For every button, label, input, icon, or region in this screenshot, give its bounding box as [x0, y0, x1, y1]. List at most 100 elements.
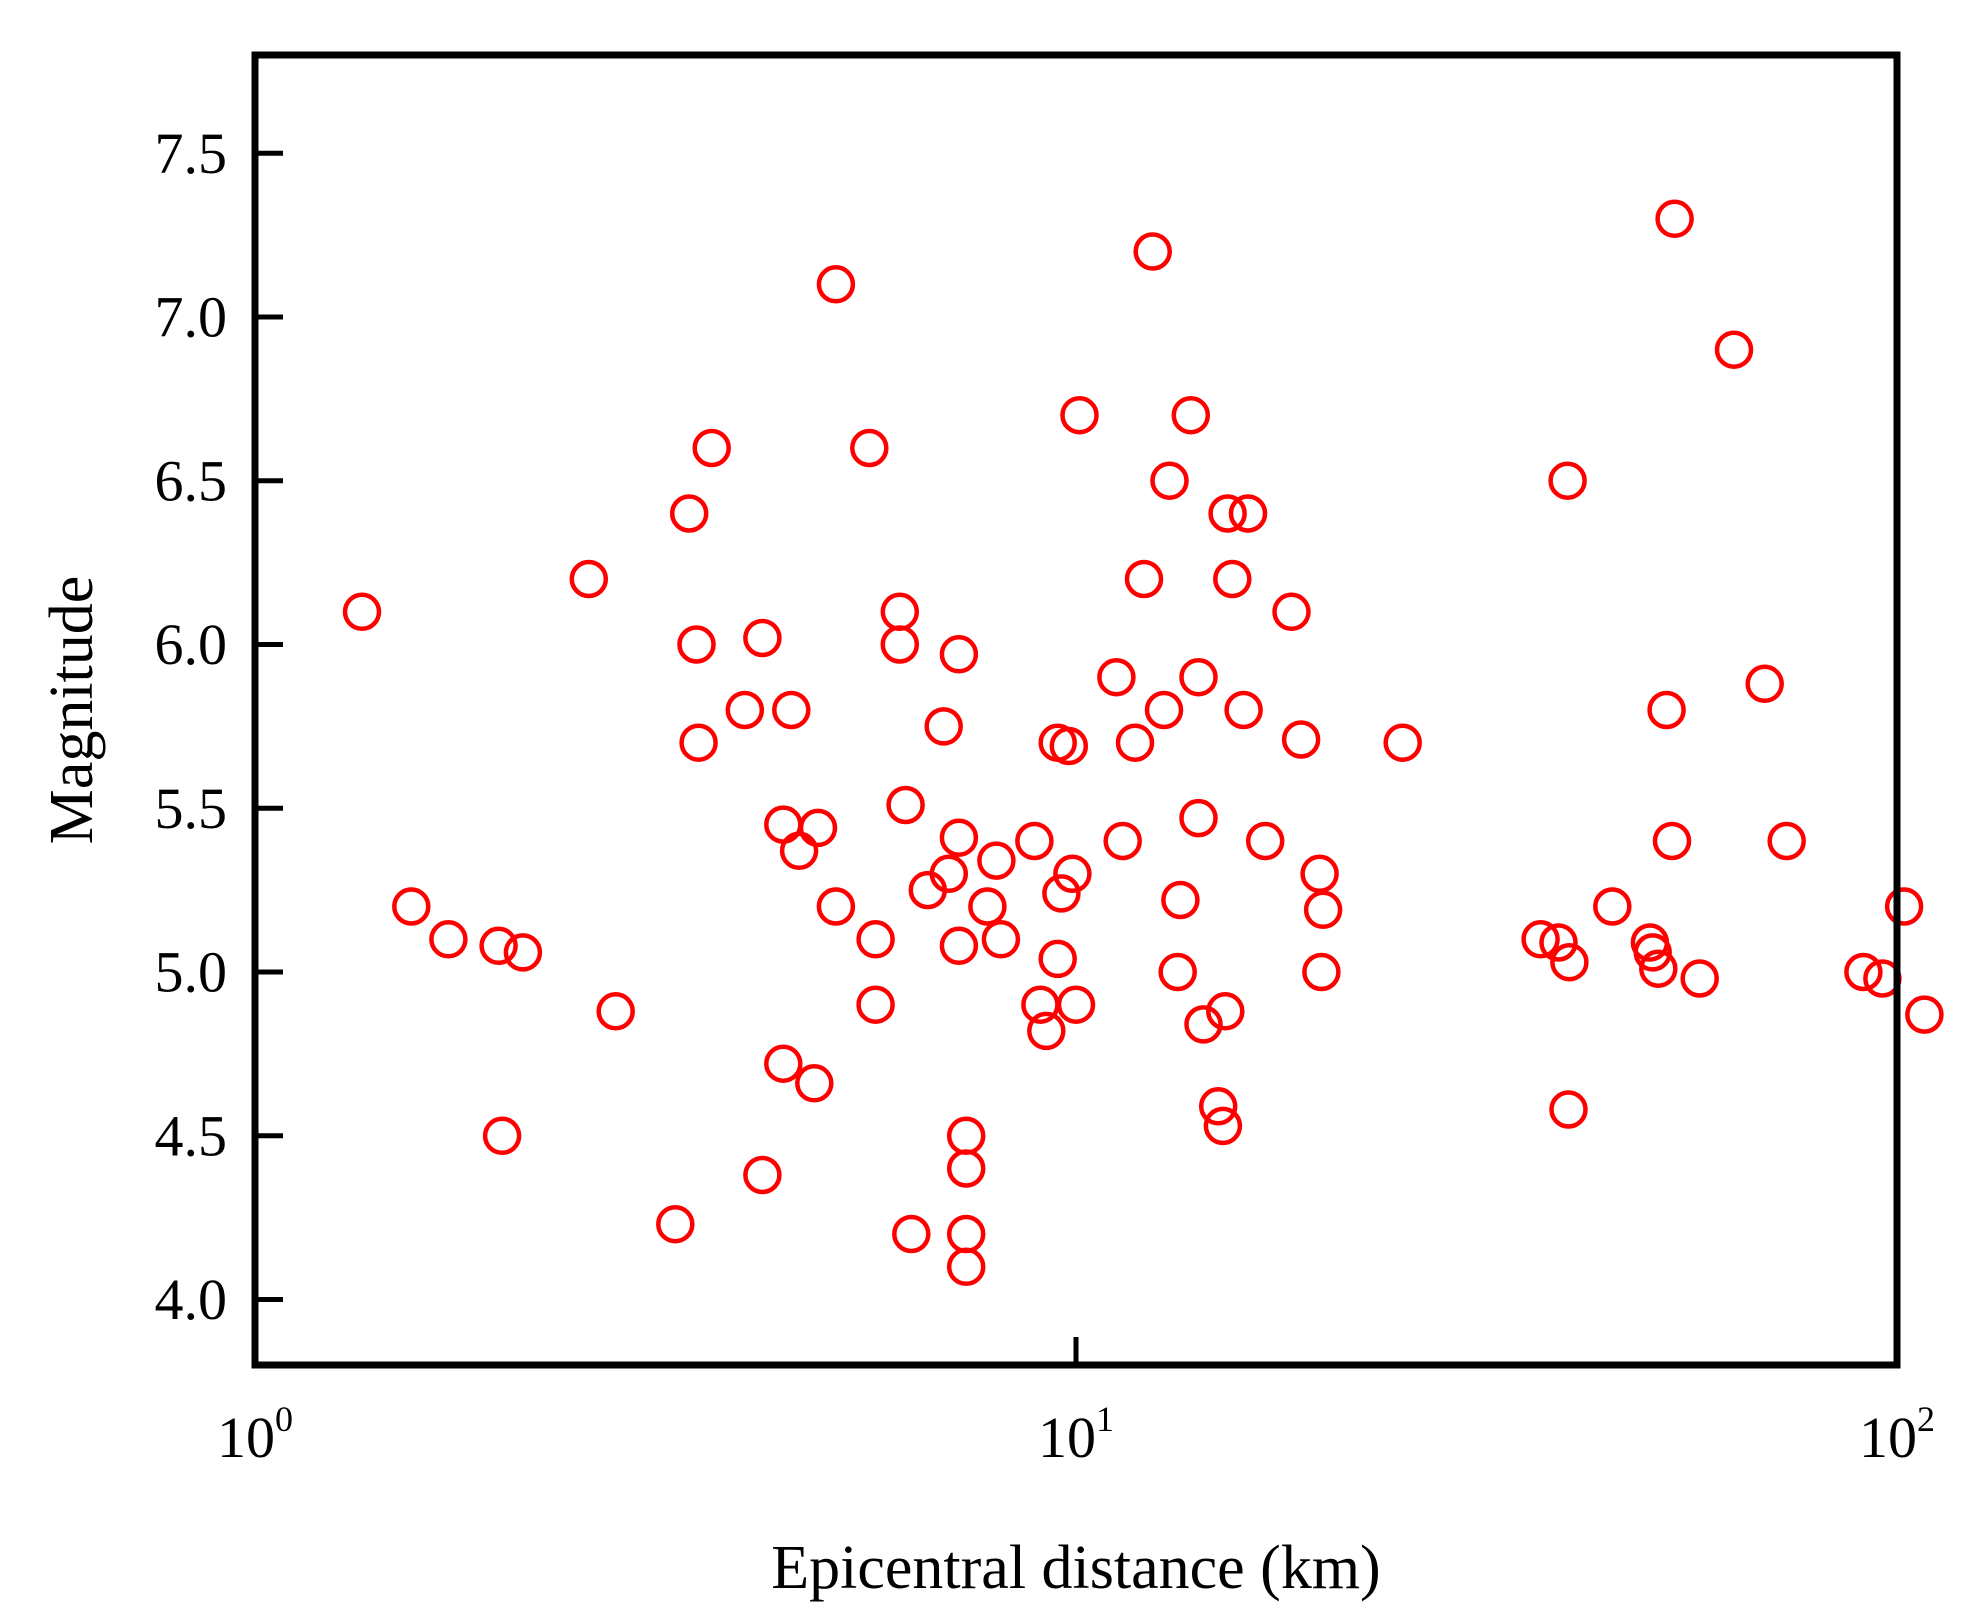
data-point [939, 818, 979, 857]
y-tick-label: 6.0 [155, 612, 228, 677]
x-tick-exponent: 2 [1917, 1399, 1935, 1439]
data-point [1550, 942, 1589, 982]
data-point [1161, 880, 1200, 920]
data-point [924, 707, 963, 746]
data-point [1203, 1106, 1243, 1146]
data-point [669, 494, 709, 533]
data-point [1245, 821, 1285, 861]
data-point [1281, 720, 1321, 759]
data-point [1655, 199, 1694, 239]
data-point [1206, 992, 1245, 1031]
data-point [1652, 821, 1692, 861]
data-point [856, 920, 895, 959]
data-point [1549, 1090, 1588, 1129]
data-point [892, 1214, 931, 1254]
data-point [503, 933, 543, 972]
data-point [1056, 985, 1096, 1024]
data-point [856, 985, 895, 1024]
data-point [939, 635, 979, 674]
data-point [977, 841, 1016, 880]
data-point [1158, 952, 1197, 992]
data-point [946, 1149, 986, 1188]
data-point [1714, 330, 1754, 369]
data-point [1745, 664, 1784, 704]
x-tick-label: 102 [1859, 1399, 1935, 1470]
y-tick-label: 6.5 [155, 448, 228, 513]
data-point [1144, 690, 1184, 730]
plot-frame [251, 51, 1901, 1369]
data-point [656, 1204, 695, 1244]
data-point [1150, 461, 1189, 500]
x-tick-exponent: 1 [1096, 1399, 1114, 1439]
data-point [1548, 461, 1587, 500]
y-tick-label: 5.5 [155, 776, 228, 841]
data-point [1097, 657, 1136, 697]
x-axis-label: Epicentral distance (km) [771, 1534, 1380, 1602]
data-point [692, 428, 731, 468]
y-tick-label: 7.0 [155, 285, 228, 350]
data-point [1133, 232, 1172, 271]
data-point [342, 592, 382, 632]
data-point [1884, 887, 1924, 926]
data-point [1053, 854, 1092, 894]
data-point [946, 1247, 986, 1287]
data-point [764, 1044, 803, 1083]
data-point [929, 854, 969, 894]
data-point [1521, 920, 1560, 959]
data-point [1213, 559, 1252, 599]
data-point [1633, 933, 1672, 972]
x-axis-ticks: 100 101 102 [217, 1337, 1935, 1470]
data-point [1647, 690, 1686, 730]
x-tick-base: 10 [1038, 1405, 1096, 1470]
data-point [392, 887, 431, 926]
x-tick-base: 10 [1859, 1405, 1917, 1470]
data-point [1060, 395, 1099, 435]
data-point [725, 690, 765, 730]
x-tick-label: 100 [217, 1399, 293, 1470]
data-point [1042, 874, 1081, 913]
data-point [1680, 959, 1719, 998]
data-point [1593, 887, 1632, 926]
data-point [981, 920, 1021, 959]
data-point [743, 1155, 782, 1195]
data-point [1179, 798, 1218, 838]
data-point [1303, 890, 1343, 930]
data-point [569, 559, 609, 599]
y-axis-ticks: 4.0 4.5 5.0 5.5 6.0 6.5 7.0 7.5 [155, 121, 283, 1332]
data-point [1115, 723, 1155, 762]
data-point [880, 625, 920, 664]
data-point [429, 920, 468, 959]
data-point [1124, 559, 1164, 599]
data-point [743, 618, 782, 658]
data-point [1208, 494, 1247, 533]
y-tick-label: 4.0 [155, 1267, 228, 1332]
data-point [677, 625, 716, 664]
x-tick-label: 101 [1038, 1399, 1114, 1470]
data-point [482, 1116, 522, 1156]
x-tick-base: 10 [217, 1405, 275, 1470]
x-tick-exponent: 0 [275, 1399, 293, 1439]
y-axis-label: Magnitude [38, 576, 106, 845]
data-point [772, 690, 811, 730]
data-point [1302, 952, 1341, 992]
data-point [850, 428, 889, 468]
data-point [1272, 592, 1311, 632]
data-point [596, 992, 635, 1031]
data-points [342, 199, 1944, 1287]
data-point [816, 265, 856, 304]
data-point [1171, 395, 1211, 435]
data-point [779, 831, 819, 871]
data-point [939, 926, 979, 966]
data-point [1300, 854, 1339, 894]
data-point [798, 808, 838, 848]
y-tick-label: 7.5 [155, 121, 228, 186]
y-tick-label: 4.5 [155, 1103, 228, 1168]
data-point [816, 887, 856, 926]
data-point [679, 723, 718, 762]
data-point [1049, 726, 1089, 766]
data-point [1198, 1087, 1238, 1126]
data-point [1905, 995, 1944, 1034]
data-point [1224, 690, 1263, 730]
